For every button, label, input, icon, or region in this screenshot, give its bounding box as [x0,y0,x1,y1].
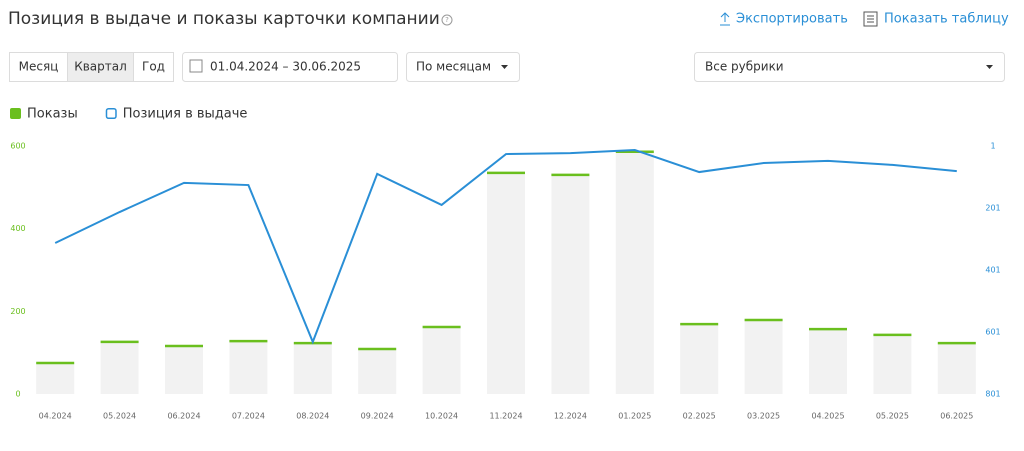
rubric-box [694,52,1005,82]
bar [36,361,75,394]
x-tick-label: 10.2024 [425,412,458,421]
y-tick-label: 200 [10,307,25,316]
legend-swatch [105,108,117,119]
x-tick-label: 04.2025 [811,412,844,421]
y2-tick-label: 601 [985,328,1000,337]
period-button[interactable] [133,52,174,82]
page-title: Позиция в выдаче и показы карточки компа… [8,9,440,29]
help-icon[interactable] [441,14,453,26]
x-tick-label: 04.2024 [39,412,72,421]
bar [293,341,332,394]
bar [487,171,525,394]
x-tick-label: 02.2025 [683,412,716,421]
x-tick-label: 06.2025 [940,412,973,421]
legend-label: Позиция в выдаче [123,107,248,122]
period-button[interactable] [67,52,134,82]
x-tick-label: 03.2025 [747,412,780,421]
y-tick-label: 600 [10,142,25,151]
x-tick-label: 01.2025 [618,412,651,421]
bar [551,173,590,394]
bar-body [36,363,75,394]
bar [229,339,268,394]
date-box [182,52,398,82]
y-tick-label: 0 [15,390,20,399]
bar-body [937,343,976,394]
x-tick-label: 11.2024 [489,412,522,421]
period-label[interactable]: Квартал [74,60,127,74]
export-link[interactable]: Экспортировать [720,12,848,27]
bar-body [487,172,525,394]
x-tick-label: 12.2024 [554,412,587,421]
period-label[interactable]: Месяц [19,60,59,74]
bar [873,333,912,394]
position-line [54,149,957,345]
x-tick-label: 09.2024 [361,412,394,421]
y2-tick-label: 201 [985,204,1000,213]
bar-body [165,346,203,394]
y2-tick-label: 801 [985,390,1000,399]
x-tick-label: 08.2024 [296,412,329,421]
calendar-icon [189,59,203,73]
grouping-text: По месяцам [416,60,491,74]
bar-body [744,320,783,394]
bar-body [615,151,654,394]
legend-label: Показы [27,107,78,122]
bar-body [100,341,139,394]
period-label[interactable]: Год [142,60,165,74]
rubric-text: Все рубрики [705,60,784,74]
export-text: Экспортировать [736,12,848,27]
x-tick-label: 05.2024 [103,412,136,421]
grouping-select[interactable]: По месяцам [406,52,520,82]
help-mark: ? [445,16,449,24]
bar-body [293,343,332,394]
bar [615,150,654,394]
rubric-select[interactable]: Все рубрики [694,52,1005,82]
y-tick-label: 400 [10,224,25,233]
x-tick-label: 06.2024 [167,412,200,421]
x-tick-label: 05.2025 [876,412,909,421]
bar [937,341,976,394]
export-icon [720,12,730,26]
bar [165,344,203,394]
bar-body [229,341,268,394]
table-icon [863,11,878,27]
legend-swatch [10,108,21,119]
bar-body [422,327,461,394]
grouping-box [406,52,520,82]
show-table-text: Показать таблицу [884,12,1009,27]
bar [744,318,783,394]
bar-body [680,324,719,394]
dropdown-arrow [501,65,508,69]
bar-body [809,329,847,394]
bar [809,327,847,394]
x-tick-label: 07.2024 [232,412,265,421]
bar-body [551,174,590,394]
bar-body [873,334,912,394]
dropdown-arrow [986,65,993,69]
show-table-link[interactable]: Показать таблицу [863,11,1009,27]
bar [100,340,139,394]
bar [422,325,461,394]
y2-tick-label: 1 [990,142,995,151]
table-icon-lines [867,15,874,23]
bar [358,347,397,394]
date-range[interactable]: 01.04.2024 – 30.06.2025 [182,52,398,82]
bar-body [358,348,397,394]
date-text: 01.04.2024 – 30.06.2025 [210,60,361,74]
y2-tick-label: 401 [985,266,1000,275]
bar [680,322,719,394]
